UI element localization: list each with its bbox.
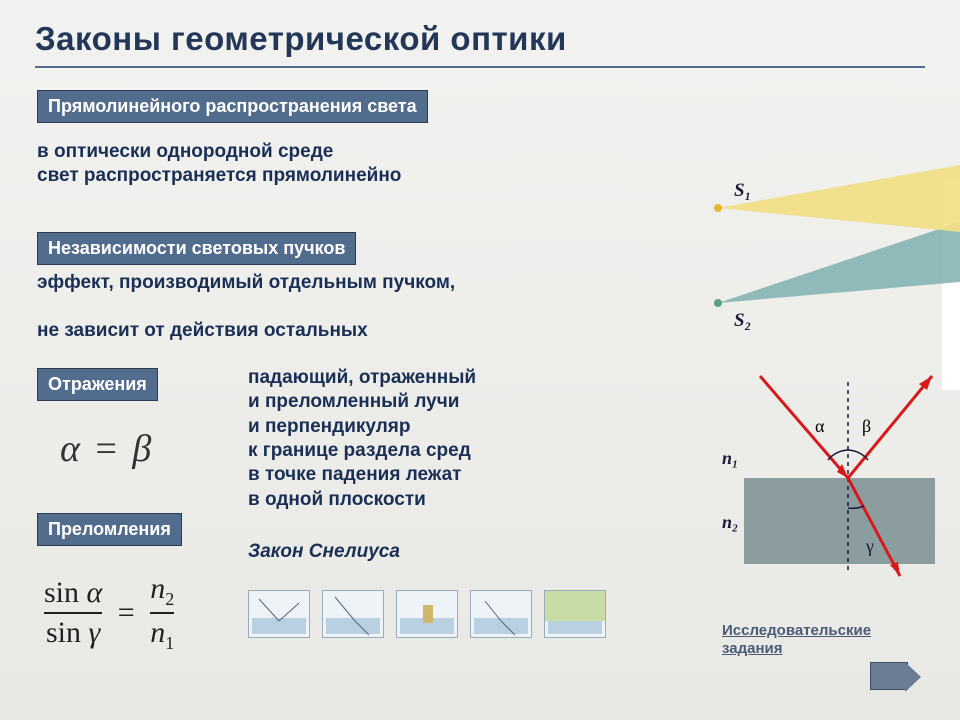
task-link[interactable]: Исследовательские задания	[722, 622, 871, 658]
equation-snell: sin α sin γ = n2 n1	[44, 572, 244, 654]
thumbnail-row	[248, 590, 606, 638]
snell-sub1: 1	[165, 633, 174, 653]
label-beta: β	[862, 416, 871, 437]
reflected-ray	[848, 376, 932, 478]
snell-n-bot: n	[150, 616, 165, 649]
snell-n2: n2	[150, 572, 174, 610]
snell-sin2: sin	[46, 616, 81, 649]
snell-bar2	[150, 612, 174, 614]
eq-beta: β	[132, 428, 151, 470]
label-n2: n₂	[722, 512, 738, 533]
snell-num: sin α	[44, 576, 102, 610]
badge-refraction: Преломления	[37, 513, 182, 546]
snell-sin1: sin	[44, 576, 79, 609]
right-edge-block	[942, 180, 960, 390]
title-underline	[35, 66, 925, 68]
thumbnail-4[interactable]	[470, 590, 532, 638]
thumbnail-2[interactable]	[322, 590, 384, 638]
label-s1: S₁	[734, 180, 751, 202]
text-independence-a: эффект, производимый отдельным пучком,	[37, 271, 455, 295]
source-dot-s1	[714, 204, 722, 212]
eq-alpha: α	[60, 428, 80, 470]
eq-equals: =	[89, 428, 122, 470]
label-alpha: α	[815, 416, 824, 437]
label-gamma: γ	[866, 536, 874, 557]
beam-s2	[718, 222, 960, 303]
page-title: Законы геометрической оптики	[35, 20, 960, 58]
arrow-button[interactable]	[870, 662, 908, 690]
text-rectilinear: в оптически однородной среде свет распро…	[37, 140, 401, 188]
source-dot-s2	[714, 299, 722, 307]
text-independence-b: не зависит от действия остальных	[37, 319, 368, 343]
snell-bar1	[44, 612, 102, 614]
medium2-rect	[744, 478, 935, 564]
label-s2: S₂	[734, 310, 751, 332]
text-reflection: падающий, отраженный и преломленный лучи…	[248, 366, 476, 512]
snell-sub2: 2	[165, 589, 174, 609]
thumbnail-5[interactable]	[544, 590, 606, 638]
refraction-svg	[720, 370, 935, 580]
snell-law-name: Закон Снелиуса	[248, 540, 400, 564]
snell-alpha: α	[87, 576, 103, 609]
beam-s1	[718, 165, 960, 232]
snell-n1: n1	[150, 616, 174, 654]
refracted-arrow	[890, 562, 900, 576]
refraction-diagram: α β γ n₁ n₂	[720, 370, 935, 580]
incident-ray	[760, 376, 848, 478]
thumbnail-3[interactable]	[396, 590, 458, 638]
badge-reflection: Отражения	[37, 368, 158, 401]
badge-rectilinear: Прямолинейного распространения света	[37, 90, 428, 123]
badge-independence: Независимости световых пучков	[37, 232, 356, 265]
slide: Законы геометрической оптики Прямолинейн…	[0, 0, 960, 720]
snell-den: sin γ	[44, 616, 102, 650]
label-n1: n₁	[722, 448, 738, 469]
snell-eq: =	[110, 596, 143, 629]
snell-n-top: n	[150, 572, 165, 605]
equation-reflection: α = β	[60, 427, 151, 471]
snell-gamma: γ	[88, 616, 100, 649]
thumbnail-1[interactable]	[248, 590, 310, 638]
